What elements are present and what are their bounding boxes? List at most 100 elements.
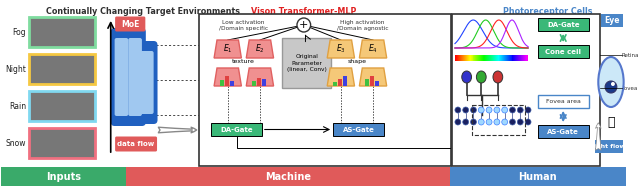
Text: Human: Human — [518, 171, 557, 182]
Text: Machine: Machine — [265, 171, 311, 182]
Bar — [538, 18, 589, 31]
Bar — [466, 55, 467, 61]
Bar — [480, 55, 481, 61]
Bar — [1, 167, 126, 186]
Text: $E_3$: $E_3$ — [336, 43, 346, 55]
Bar — [505, 55, 506, 61]
Bar — [498, 55, 499, 61]
Text: Fovea area: Fovea area — [546, 99, 580, 104]
Bar — [370, 76, 374, 86]
Bar — [262, 79, 266, 86]
Bar — [200, 14, 451, 166]
Text: AS-Gate: AS-Gate — [342, 126, 374, 132]
Circle shape — [486, 107, 492, 113]
Bar — [450, 167, 625, 186]
Text: 💡: 💡 — [607, 116, 615, 129]
Bar — [506, 55, 507, 61]
Text: +: + — [299, 20, 308, 30]
Circle shape — [463, 107, 468, 113]
Text: Rain: Rain — [9, 102, 26, 110]
Bar — [375, 81, 379, 86]
Text: Night: Night — [5, 65, 26, 73]
Bar — [452, 14, 600, 166]
Polygon shape — [214, 68, 241, 86]
FancyBboxPatch shape — [111, 28, 132, 126]
Ellipse shape — [611, 82, 615, 86]
Bar — [518, 55, 519, 61]
Ellipse shape — [462, 71, 472, 83]
Bar — [517, 55, 518, 61]
Bar — [486, 55, 487, 61]
Bar — [457, 55, 458, 61]
Text: $E_1$: $E_1$ — [223, 43, 232, 55]
Bar — [338, 79, 342, 86]
Ellipse shape — [493, 71, 503, 83]
FancyBboxPatch shape — [128, 38, 142, 116]
Bar — [225, 76, 228, 86]
Bar — [527, 55, 528, 61]
Bar — [455, 55, 456, 61]
Circle shape — [494, 119, 500, 125]
Bar — [497, 55, 498, 61]
Polygon shape — [214, 40, 241, 58]
Bar — [513, 55, 515, 61]
Bar — [472, 55, 474, 61]
Bar — [333, 123, 384, 136]
Bar — [459, 55, 460, 61]
Bar — [333, 82, 337, 86]
Text: data flow: data flow — [118, 141, 155, 147]
Circle shape — [463, 119, 468, 125]
Polygon shape — [327, 40, 355, 58]
Text: MoE: MoE — [121, 20, 140, 28]
Circle shape — [470, 119, 476, 125]
Bar — [461, 55, 462, 61]
Polygon shape — [246, 40, 273, 58]
Text: Continually Changing Target Environments: Continually Changing Target Environments — [46, 7, 240, 16]
Bar — [500, 55, 502, 61]
Bar — [29, 91, 95, 121]
Text: Vison Transformer-MLP: Vison Transformer-MLP — [251, 7, 356, 16]
Text: High activation
/Domain agnostic: High activation /Domain agnostic — [337, 20, 388, 31]
Bar — [257, 78, 261, 86]
Bar — [538, 95, 589, 108]
Bar — [494, 55, 495, 61]
Bar — [520, 55, 521, 61]
Circle shape — [470, 107, 476, 113]
Polygon shape — [360, 68, 387, 86]
Bar — [491, 55, 492, 61]
Bar — [525, 55, 526, 61]
Bar — [343, 76, 347, 86]
Bar — [465, 55, 466, 61]
Bar — [474, 55, 476, 61]
Bar — [521, 55, 522, 61]
Text: shape: shape — [348, 59, 367, 64]
Text: Retina: Retina — [621, 52, 639, 57]
Circle shape — [509, 107, 515, 113]
Bar — [490, 55, 491, 61]
Bar — [511, 55, 513, 61]
Bar — [365, 79, 369, 86]
Text: Original
Parameter
(linear, Conv): Original Parameter (linear, Conv) — [287, 54, 326, 72]
FancyBboxPatch shape — [115, 38, 128, 116]
Bar — [479, 55, 480, 61]
Circle shape — [525, 119, 531, 125]
Bar — [481, 55, 483, 61]
Bar — [483, 55, 484, 61]
Bar — [538, 125, 589, 138]
Bar — [30, 129, 94, 157]
Bar — [467, 55, 468, 61]
Bar — [485, 55, 486, 61]
Ellipse shape — [476, 71, 486, 83]
Polygon shape — [360, 40, 387, 58]
Bar — [456, 55, 457, 61]
Bar — [458, 55, 459, 61]
Bar — [462, 55, 463, 61]
Bar — [515, 55, 516, 61]
FancyBboxPatch shape — [115, 137, 157, 152]
Polygon shape — [327, 68, 355, 86]
Bar — [493, 55, 494, 61]
Ellipse shape — [598, 57, 623, 107]
FancyBboxPatch shape — [124, 28, 146, 126]
Text: Snow: Snow — [5, 139, 26, 147]
Bar — [509, 55, 511, 61]
